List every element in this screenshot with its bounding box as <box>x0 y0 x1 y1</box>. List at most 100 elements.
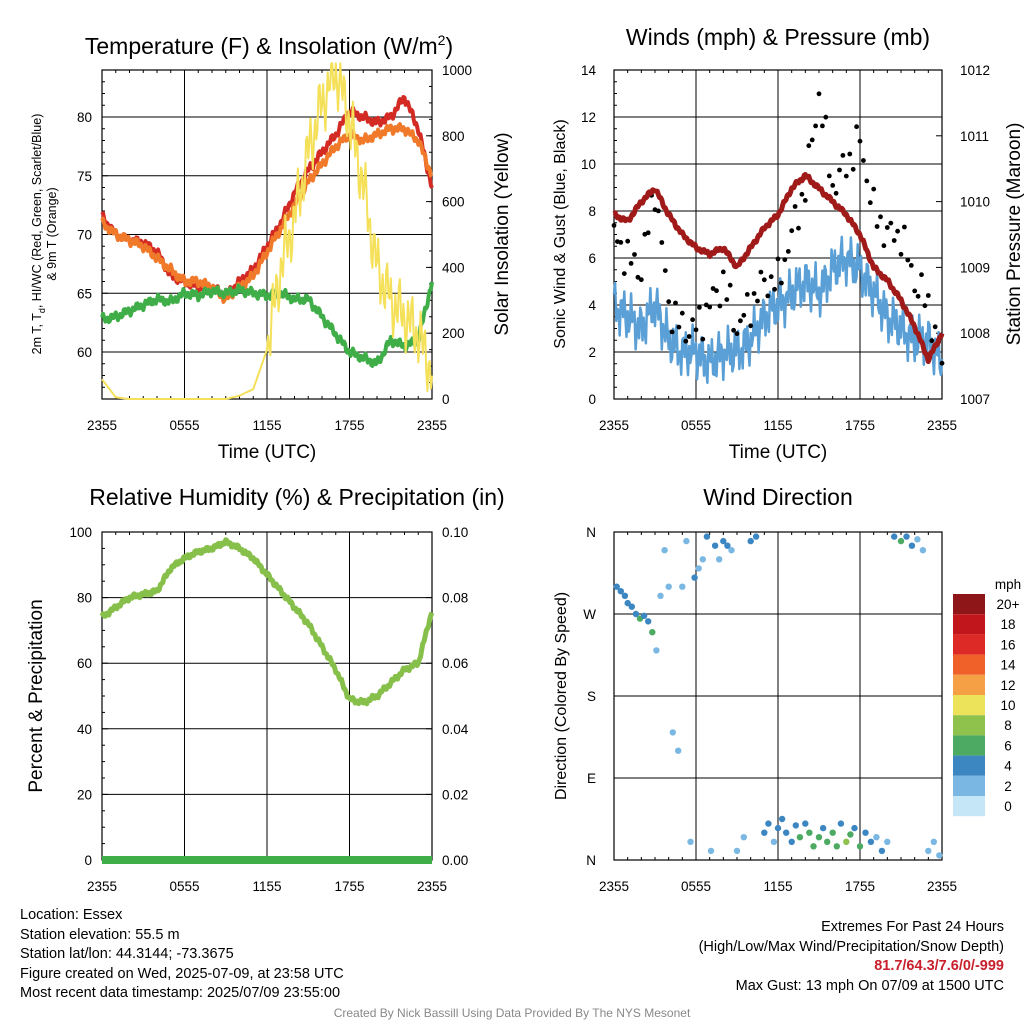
y2-tick-label: 1000 <box>442 63 472 78</box>
direction-point <box>669 729 676 736</box>
gust-point <box>847 151 853 157</box>
y-tick-label: 80 <box>77 110 92 125</box>
colorbar-label: 16 <box>1000 637 1015 652</box>
extremes-block: Extremes For Past 24 Hours (High/Low/Max… <box>699 918 1004 996</box>
gust-point <box>789 228 795 234</box>
gust-point <box>662 268 668 273</box>
gust-point <box>683 338 689 344</box>
gust-point <box>697 305 702 310</box>
y2-tick-label: 0.10 <box>442 525 468 540</box>
gust-point <box>690 317 695 323</box>
y2-tick-label: 1010 <box>960 195 990 210</box>
gust-point <box>744 292 750 297</box>
y2-tick-label: 0.04 <box>442 722 469 737</box>
y-tick-label: 40 <box>77 722 92 737</box>
gust-point <box>618 240 624 245</box>
colorbar-label: 2 <box>1004 779 1012 794</box>
series-line-dew <box>100 281 434 368</box>
chart-title: Winds (mph) & Pressure (mb) <box>626 24 930 50</box>
gust-point <box>905 257 911 263</box>
y-tick-label: W <box>583 607 596 622</box>
direction-point <box>824 838 831 845</box>
y-tick-label: 100 <box>69 525 92 540</box>
gust-point <box>919 272 924 278</box>
gust-point <box>912 288 918 294</box>
direction-point <box>925 847 932 855</box>
direction-point <box>770 838 778 845</box>
direction-point <box>843 838 850 845</box>
direction-point <box>862 829 869 836</box>
y-tick-label: 0 <box>84 853 92 868</box>
gust-point <box>895 228 900 234</box>
direction-point <box>891 533 898 540</box>
y-tick-label: 12 <box>581 110 596 125</box>
direction-point <box>740 834 747 841</box>
colorbar-swatch <box>953 594 985 615</box>
gust-point <box>741 312 747 318</box>
colorbar-swatch <box>953 735 985 756</box>
direction-point <box>873 834 880 841</box>
direction-point <box>778 815 786 823</box>
direction-point <box>720 537 727 545</box>
direction-point <box>640 612 648 619</box>
gust-point <box>929 338 935 344</box>
colorbar-label: 6 <box>1004 738 1012 753</box>
direction-point <box>897 537 905 545</box>
direction-point <box>617 588 624 595</box>
direction-point <box>645 618 652 625</box>
y2-tick-label: 0 <box>442 392 450 407</box>
x-tick-label: 2355 <box>417 879 447 894</box>
colorbar-label: 10 <box>1000 698 1015 713</box>
y-tick-label: E <box>587 771 596 786</box>
direction-point <box>796 834 804 841</box>
series-line-solar <box>101 62 433 400</box>
y2-tick-label: 0.00 <box>442 853 468 868</box>
station-location: Location: Essex <box>20 907 123 923</box>
y2-tick-label: 0.08 <box>442 591 468 606</box>
direction-point <box>649 629 656 636</box>
x-tick-label: 2355 <box>87 879 117 894</box>
colorbar-label: 12 <box>1000 678 1015 693</box>
credit-line: Created By Nick Bassill Using Data Provi… <box>333 1006 691 1020</box>
gust-point <box>772 286 777 292</box>
x-tick-label: 2355 <box>87 418 117 433</box>
gust-point <box>826 173 832 179</box>
gust-point <box>669 329 675 335</box>
gust-point <box>857 138 863 144</box>
x-tick-label: 0555 <box>169 418 199 433</box>
colorbar-swatch <box>953 654 985 675</box>
gust-point <box>707 304 713 310</box>
gust-point <box>840 153 846 158</box>
y-tick-label: 80 <box>77 591 92 606</box>
y-tick-label: 8 <box>588 204 596 219</box>
y-axis-label: Sonic Wind & Gust (Blue, Black) <box>552 119 569 348</box>
y-tick-label: 60 <box>77 656 92 671</box>
y2-tick-label: 1012 <box>960 63 990 78</box>
y-tick-label: 20 <box>77 787 92 802</box>
gust-point <box>782 257 788 263</box>
gust-point <box>686 334 692 339</box>
direction-point <box>783 829 790 836</box>
direction-point <box>621 592 629 599</box>
series-line-rh <box>99 537 435 707</box>
y-tick-label: 60 <box>77 345 92 360</box>
direction-point <box>724 542 731 549</box>
x-axis-label: Time (UTC) <box>729 442 828 463</box>
gust-point <box>720 269 726 275</box>
gust-point <box>888 220 894 226</box>
direction-point <box>661 547 668 554</box>
meteogram-panels: 2355 0555 1155 1755 235560657075800200400600… <box>26 24 1024 894</box>
gust-point <box>717 303 723 309</box>
gust-point <box>693 327 699 333</box>
direction-point <box>653 647 660 654</box>
x-tick-label: 2355 <box>927 879 957 894</box>
gust-point <box>748 323 754 329</box>
gust-point <box>635 274 641 280</box>
direction-point <box>919 547 927 554</box>
direction-point <box>815 834 823 841</box>
gust-point <box>867 200 873 206</box>
gust-point <box>833 190 839 196</box>
chart-title: Relative Humidity (%) & Precipitation (i… <box>89 484 504 510</box>
gust-point <box>625 238 631 244</box>
x-tick-label: 2355 <box>927 418 957 433</box>
